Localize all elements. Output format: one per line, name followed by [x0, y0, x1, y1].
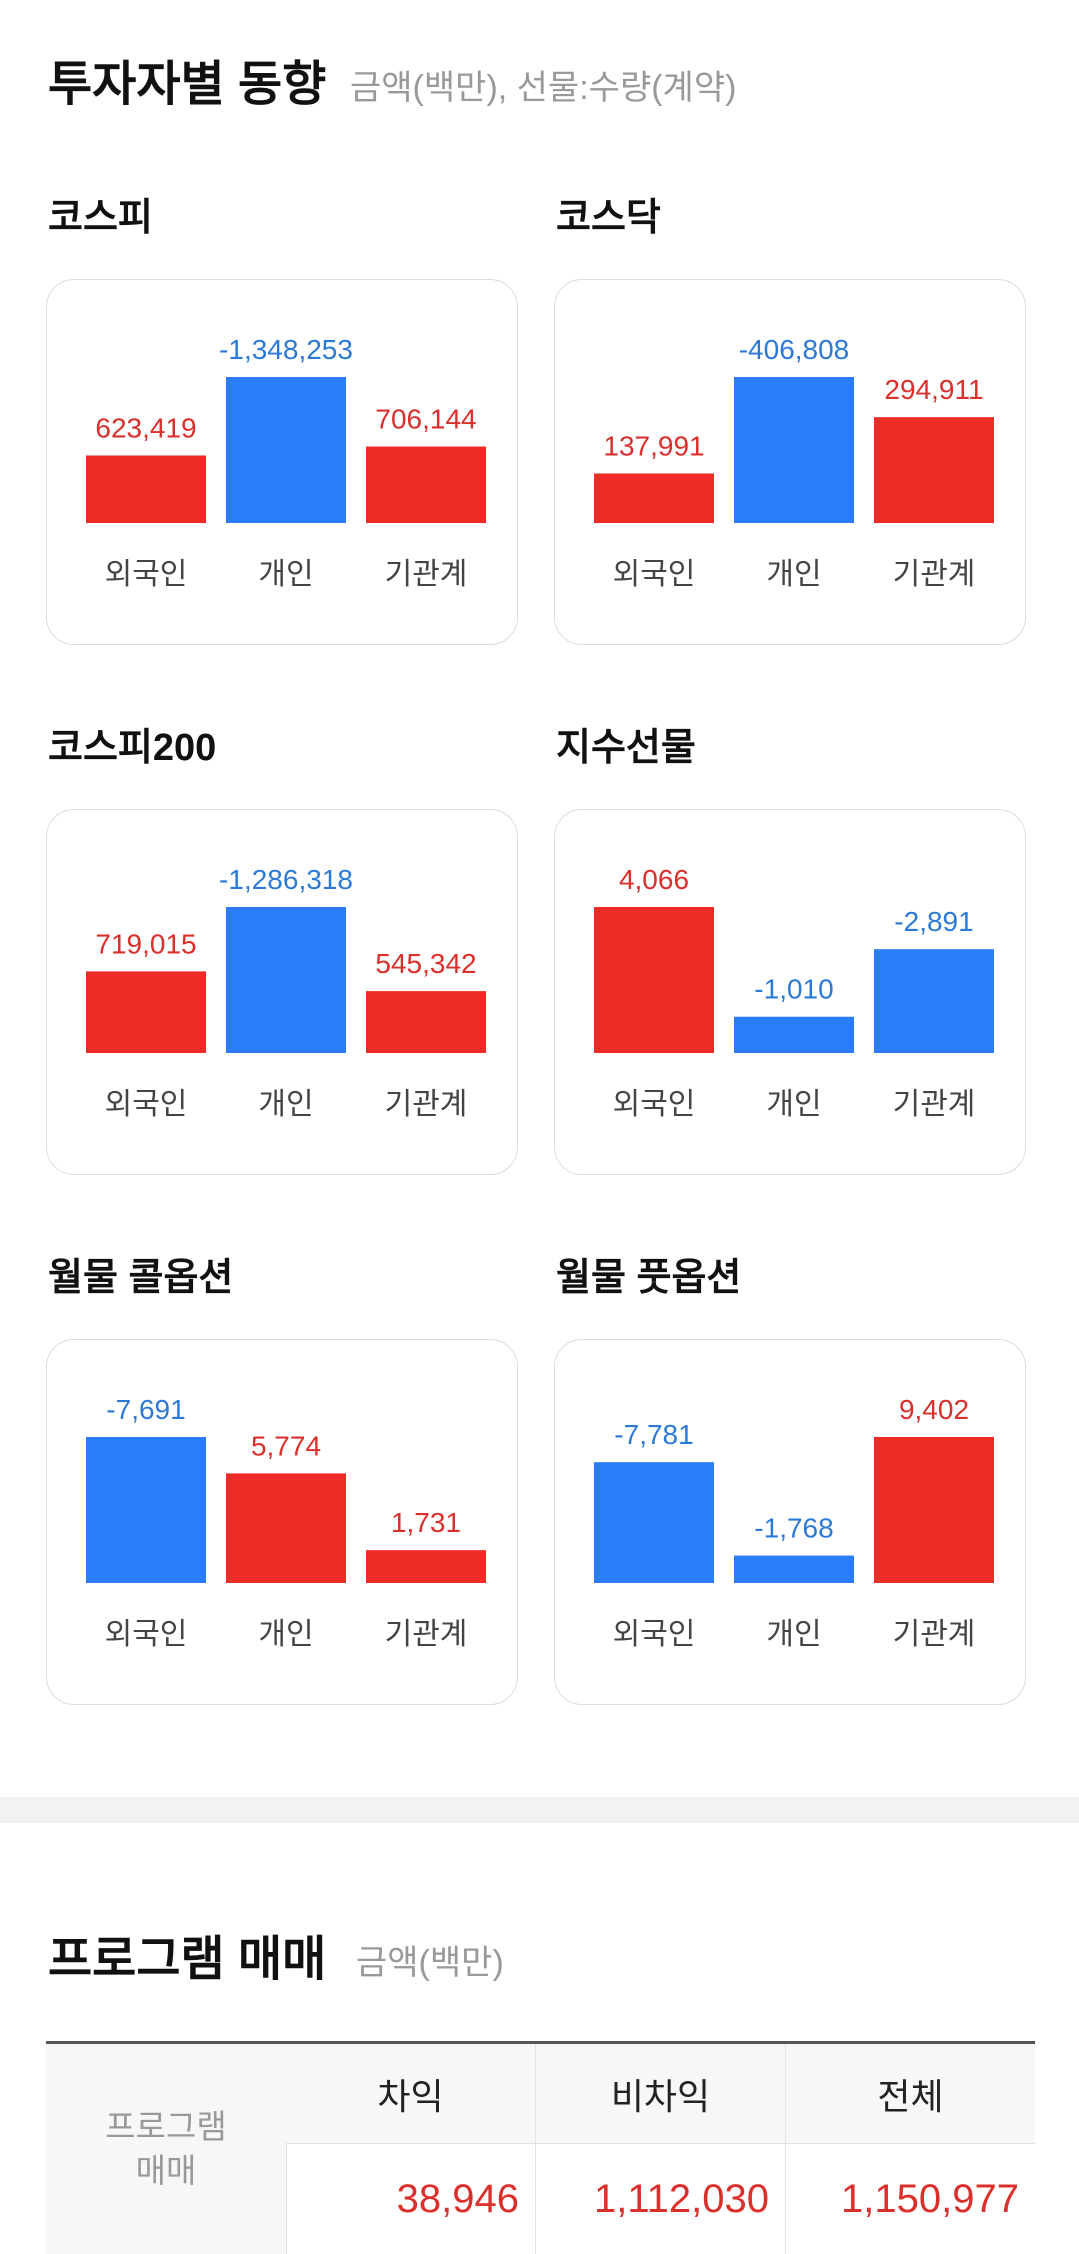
data-label: 294,911 — [884, 374, 983, 405]
data-label: 545,342 — [375, 948, 476, 979]
chart-card-index-futures: 4,066 외국인 -1,010 개인 -2,891 기관계 — [554, 809, 1026, 1175]
data-label: -7,691 — [106, 1394, 185, 1425]
data-label: 623,419 — [95, 412, 196, 443]
data-label: -1,768 — [754, 1513, 833, 1544]
investor-trends-unit-note: 금액(백만), 선물:수량(계약) — [350, 69, 737, 107]
data-label: 4,066 — [619, 864, 689, 895]
bar — [226, 907, 346, 1053]
category-label: 기관계 — [385, 1088, 468, 1121]
bar — [734, 377, 854, 523]
bar-chart-svg: -7,781 외국인 -1,768 개인 9,402 기관계 — [594, 1394, 994, 1651]
table-top-border — [46, 2041, 1035, 2044]
bar — [594, 473, 714, 523]
category-label: 외국인 — [105, 558, 188, 591]
row-label-program-trading: 프로그램 매매 — [46, 2044, 287, 2254]
program-trading-title: 프로그램 매매 — [48, 1933, 327, 1986]
chart-card-monthly-put-options: -7,781 외국인 -1,768 개인 9,402 기관계 — [554, 1339, 1026, 1705]
category-label: 개인 — [258, 1618, 313, 1651]
chart-heading-kospi: 코스피 — [48, 197, 153, 239]
category-label: 개인 — [258, 1088, 313, 1121]
chart-heading-monthly-call-options: 월물 콜옵션 — [48, 1257, 234, 1299]
category-label: 기관계 — [893, 558, 976, 591]
row-label-line-2: 매매 — [135, 2152, 197, 2189]
data-label: -406,808 — [739, 334, 850, 365]
category-label: 기관계 — [385, 558, 468, 591]
column-header-non-arbitrage: 비차익 — [536, 2044, 786, 2144]
row-label-line-1: 프로그램 — [105, 2108, 227, 2145]
chart-card-kospi: 623,419 외국인 -1,348,253 개인 706,144 기관계 — [46, 279, 518, 645]
category-label: 기관계 — [893, 1088, 976, 1121]
chart-card-kospi200: 719,015 외국인 -1,286,318 개인 545,342 기관계 — [46, 809, 518, 1175]
chart-heading-index-futures: 지수선물 — [556, 727, 696, 769]
bar — [226, 1473, 346, 1583]
bar — [366, 446, 486, 523]
category-label: 개인 — [766, 558, 821, 591]
bar — [226, 377, 346, 523]
bar — [734, 1016, 854, 1053]
data-label: 137,991 — [603, 430, 704, 461]
data-label: 706,144 — [375, 404, 476, 435]
data-label: 9,402 — [899, 1394, 969, 1425]
bar — [594, 907, 714, 1053]
category-label: 외국인 — [613, 1088, 696, 1121]
bar — [366, 991, 486, 1053]
category-label: 외국인 — [613, 558, 696, 591]
category-label: 기관계 — [893, 1618, 976, 1651]
value-non-arbitrage: 1,112,030 — [536, 2144, 786, 2254]
column-header-total: 전체 — [786, 2044, 1035, 2144]
value-total: 1,150,977 — [841, 2176, 1019, 2221]
bar — [86, 971, 206, 1053]
program-trading-unit-note: 금액(백만) — [356, 1944, 504, 1982]
chart-card-kosdaq: 137,991 외국인 -406,808 개인 294,911 기관계 — [554, 279, 1026, 645]
bar-chart-svg: -7,691 외국인 5,774 개인 1,731 기관계 — [86, 1394, 486, 1651]
data-label: -1,010 — [754, 974, 833, 1005]
bar — [734, 1555, 854, 1583]
value-arbitrage: 38,946 — [286, 2144, 536, 2254]
bar-chart-svg: 719,015 외국인 -1,286,318 개인 545,342 기관계 — [86, 864, 486, 1121]
bar-chart-svg: 623,419 외국인 -1,348,253 개인 706,144 기관계 — [86, 334, 486, 591]
investor-trends-title: 투자자별 동향 — [48, 58, 327, 111]
data-label: 719,015 — [95, 928, 196, 959]
data-label: 1,731 — [391, 1507, 461, 1538]
chart-card-monthly-call-options: -7,691 외국인 5,774 개인 1,731 기관계 — [46, 1339, 518, 1705]
column-header-arbitrage: 차익 — [286, 2044, 536, 2144]
chart-heading-monthly-put-options: 월물 풋옵션 — [556, 1257, 742, 1299]
data-label: -2,891 — [894, 906, 973, 937]
category-label: 개인 — [258, 558, 313, 591]
bar — [86, 455, 206, 523]
data-label: -7,781 — [614, 1419, 693, 1450]
category-label: 개인 — [766, 1618, 821, 1651]
section-divider — [0, 1797, 1079, 1823]
data-label: 5,774 — [251, 1430, 321, 1461]
category-label: 외국인 — [613, 1618, 696, 1651]
category-label: 기관계 — [385, 1618, 468, 1651]
bar — [366, 1550, 486, 1583]
category-label: 외국인 — [105, 1618, 188, 1651]
bar-chart-svg: 137,991 외국인 -406,808 개인 294,911 기관계 — [594, 334, 994, 591]
bar — [86, 1437, 206, 1583]
chart-heading-kospi200: 코스피200 — [48, 727, 217, 769]
chart-heading-kosdaq: 코스닥 — [556, 197, 661, 239]
bar — [594, 1462, 714, 1583]
category-label: 외국인 — [105, 1088, 188, 1121]
bar-chart-svg: 4,066 외국인 -1,010 개인 -2,891 기관계 — [594, 864, 994, 1121]
data-label: -1,286,318 — [219, 864, 353, 895]
bar — [874, 417, 994, 523]
data-label: -1,348,253 — [219, 334, 353, 365]
category-label: 개인 — [766, 1088, 821, 1121]
bar — [874, 949, 994, 1053]
bar — [874, 1437, 994, 1583]
